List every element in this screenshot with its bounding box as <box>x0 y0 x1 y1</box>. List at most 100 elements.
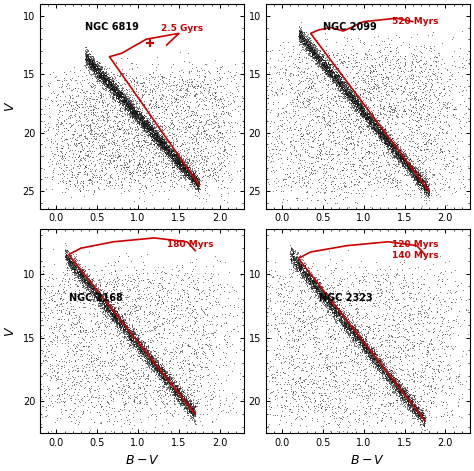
Point <box>344 322 352 329</box>
Point <box>100 71 108 78</box>
Point <box>311 68 319 76</box>
Point <box>304 130 312 138</box>
Point <box>126 292 133 300</box>
Point <box>101 126 109 133</box>
Point <box>142 184 149 191</box>
Point <box>75 273 82 280</box>
Point <box>187 158 195 166</box>
Point <box>60 326 68 334</box>
Point <box>73 170 81 178</box>
Point <box>350 335 357 342</box>
Point <box>382 129 390 136</box>
Point <box>161 138 169 145</box>
Point <box>314 52 322 59</box>
Point <box>409 403 416 411</box>
Point <box>301 36 308 43</box>
Point <box>84 281 91 288</box>
Point <box>103 109 110 117</box>
Point <box>91 292 99 300</box>
Point <box>393 385 401 393</box>
Point <box>90 186 98 193</box>
Point <box>194 181 201 189</box>
Point <box>321 196 329 204</box>
Point <box>44 371 51 379</box>
Point <box>96 290 103 298</box>
Point <box>304 273 311 281</box>
Point <box>83 354 91 362</box>
Point <box>285 289 293 297</box>
Point <box>90 293 98 300</box>
Point <box>118 390 125 398</box>
Point <box>112 177 119 184</box>
Point <box>136 150 144 158</box>
Point <box>408 87 416 95</box>
Point <box>89 62 97 69</box>
Point <box>89 282 97 289</box>
Point <box>158 365 165 372</box>
Point <box>335 139 342 146</box>
Point <box>181 401 189 409</box>
Point <box>280 45 288 52</box>
Point <box>181 339 189 346</box>
Point <box>97 63 104 71</box>
Point <box>104 299 111 307</box>
Point <box>303 178 310 186</box>
Point <box>164 383 172 391</box>
Point <box>352 100 359 108</box>
Point <box>354 331 362 338</box>
Point <box>78 280 86 287</box>
Point <box>383 143 391 151</box>
Point <box>385 262 392 270</box>
Point <box>83 377 91 384</box>
Point <box>386 139 393 146</box>
Point <box>367 118 375 125</box>
Point <box>301 263 309 270</box>
Point <box>160 366 168 374</box>
Point <box>152 364 160 371</box>
Point <box>128 105 135 113</box>
Point <box>124 335 131 343</box>
Point <box>110 309 118 316</box>
Point <box>289 42 297 49</box>
Point <box>239 396 246 403</box>
Point <box>273 166 280 174</box>
Point <box>301 34 309 42</box>
Point <box>93 60 100 68</box>
Point <box>378 365 386 372</box>
Point <box>312 288 320 296</box>
Point <box>295 27 303 35</box>
Point <box>362 335 369 343</box>
Point <box>305 359 312 367</box>
Point <box>188 405 196 412</box>
Point <box>179 162 186 169</box>
Point <box>301 45 308 52</box>
Point <box>155 132 162 140</box>
Point <box>311 49 319 57</box>
Point <box>281 107 288 115</box>
Point <box>372 258 380 266</box>
Point <box>80 279 88 287</box>
Point <box>307 47 315 54</box>
Point <box>290 159 297 166</box>
Point <box>376 127 383 135</box>
Point <box>328 304 336 312</box>
Point <box>283 171 291 178</box>
Point <box>179 156 187 164</box>
Point <box>97 331 104 338</box>
Point <box>130 338 137 346</box>
Point <box>146 129 154 137</box>
Point <box>78 140 85 147</box>
Point <box>299 39 307 47</box>
Point <box>112 139 120 147</box>
Point <box>104 374 111 381</box>
Point <box>97 267 105 274</box>
Point <box>393 397 401 404</box>
Point <box>306 46 314 53</box>
Point <box>169 105 177 113</box>
Point <box>392 371 400 379</box>
Point <box>351 105 359 113</box>
Point <box>300 34 308 42</box>
Point <box>434 79 441 86</box>
Point <box>335 80 342 88</box>
Point <box>441 154 448 162</box>
